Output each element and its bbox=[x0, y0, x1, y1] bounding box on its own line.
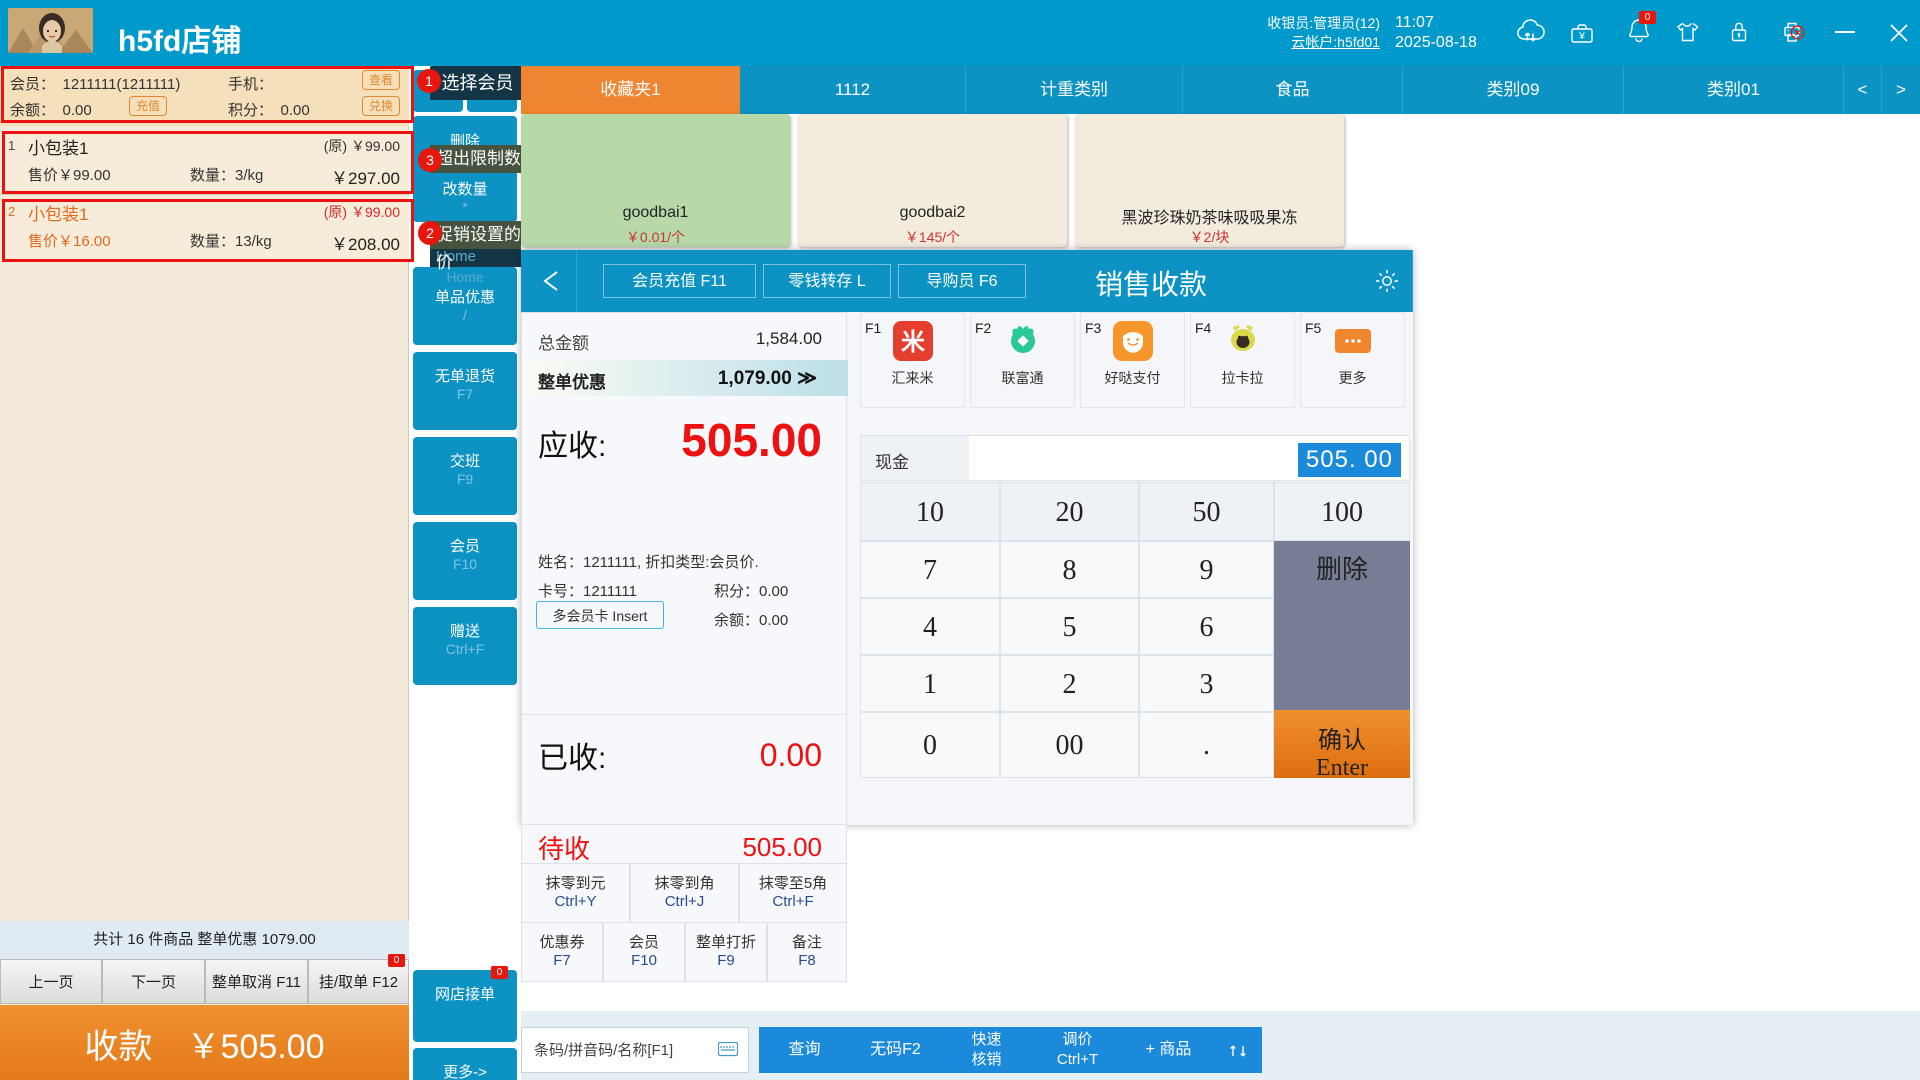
svg-text:¥: ¥ bbox=[1578, 31, 1585, 42]
svg-text:米: 米 bbox=[901, 329, 925, 356]
